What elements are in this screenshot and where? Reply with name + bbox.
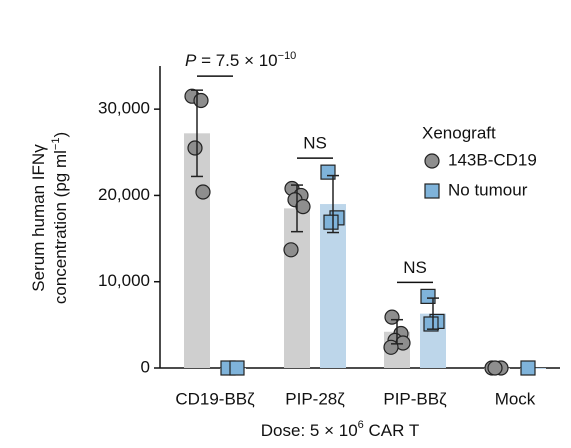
legend-marker — [424, 153, 440, 169]
error-bar — [291, 184, 303, 233]
data-point — [487, 360, 503, 376]
comparison-label: NS — [303, 134, 327, 153]
legend-label: No tumour — [448, 180, 528, 199]
x-tick-label: Mock — [495, 389, 536, 408]
x-tick-label: CD19-BBζ — [175, 389, 255, 408]
y-label-line: concentration (pg ml — [51, 150, 70, 304]
data-point — [323, 214, 339, 230]
y-label-sup: −1 — [50, 138, 62, 151]
data-point — [187, 140, 203, 156]
data-point — [229, 360, 245, 376]
y-tick-label: 20,000 — [98, 185, 150, 204]
x-label-end: CAR T — [364, 421, 419, 440]
comparison-label: NS — [403, 258, 427, 277]
legend-marker — [424, 183, 440, 199]
data-point — [423, 316, 439, 332]
p-value: = 7.5 × 10 — [196, 52, 277, 71]
p-exponent: −10 — [278, 50, 297, 62]
x-label-sup: 6 — [358, 419, 364, 431]
data-point — [384, 309, 400, 325]
y-axis-label: Serum human IFNγ concentration (pg ml−1) — [29, 132, 70, 304]
data-point — [193, 92, 209, 109]
x-tick-label: PIP-BBζ — [383, 389, 447, 408]
data-point — [383, 339, 399, 355]
x-axis-label: Dose: 5 × 106 CAR T — [261, 419, 419, 441]
x-label-text: Dose: 5 × 10 — [261, 421, 358, 440]
data-point — [283, 242, 299, 258]
y-tick-label: 10,000 — [98, 271, 150, 290]
y-tick-label: 0 — [141, 357, 150, 376]
error-bar — [327, 174, 339, 234]
data-point — [295, 199, 311, 215]
data-point — [195, 184, 211, 200]
legend-label: 143B-CD19 — [448, 150, 537, 169]
x-tick-label: PIP-28ζ — [285, 389, 345, 408]
y-label-line: Serum human IFNγ — [29, 144, 48, 292]
error-bar — [427, 297, 439, 330]
data-point — [420, 288, 436, 304]
y-label-end: ) — [51, 132, 70, 138]
p-symbol: P — [185, 52, 197, 71]
error-bar — [191, 89, 203, 178]
legend-title: Xenograft — [422, 123, 496, 142]
bar — [284, 208, 310, 368]
data-point — [520, 360, 536, 376]
comparison-label: P = 7.5 × 10−10 — [185, 50, 296, 71]
error-bar — [391, 318, 403, 345]
y-tick-label: 30,000 — [98, 99, 150, 118]
